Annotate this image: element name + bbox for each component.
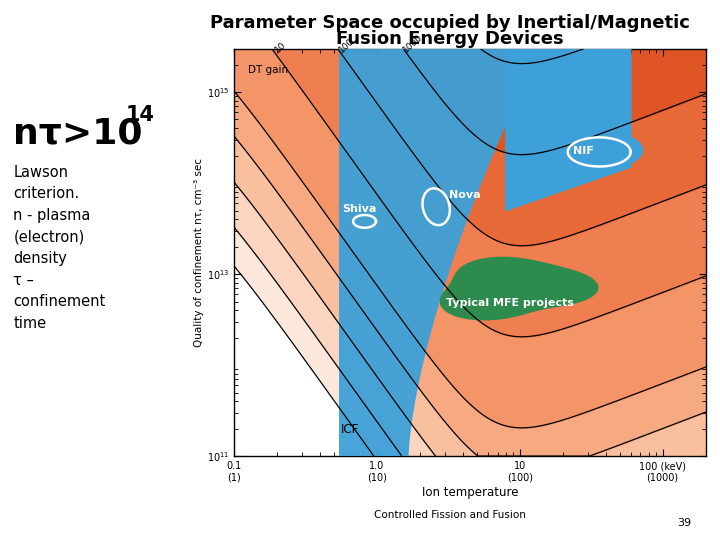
Text: Lawson
criterion.
n - plasma
(electron)
density
τ –
confinement
time: Lawson criterion. n - plasma (electron) … [14,165,106,331]
Text: Nova: Nova [449,191,481,200]
Text: nτ>10: nτ>10 [14,116,143,150]
Text: Parameter Space occupied by Inertial/Magnetic: Parameter Space occupied by Inertial/Mag… [210,14,690,31]
Text: 1000: 1000 [401,32,424,54]
Text: 10: 10 [273,40,287,54]
Text: 39: 39 [677,518,691,529]
Text: 14: 14 [126,105,155,125]
Polygon shape [441,258,598,320]
Text: Fusion Energy Devices: Fusion Energy Devices [336,30,564,48]
Text: ICF: ICF [341,423,359,436]
Text: DT gain: DT gain [248,65,288,76]
Text: 100: 100 [337,36,356,54]
Polygon shape [340,49,541,456]
Polygon shape [562,132,642,168]
Text: Typical MFE projects: Typical MFE projects [446,298,574,308]
Text: NIF: NIF [573,146,594,156]
Text: Controlled Fission and Fusion: Controlled Fission and Fusion [374,510,526,521]
Text: Shiva: Shiva [342,204,377,214]
X-axis label: Ion temperature: Ion temperature [421,485,518,498]
Y-axis label: Quality of confinement nτ, cm⁻³ sec: Quality of confinement nτ, cm⁻³ sec [194,158,204,347]
Polygon shape [506,49,631,211]
